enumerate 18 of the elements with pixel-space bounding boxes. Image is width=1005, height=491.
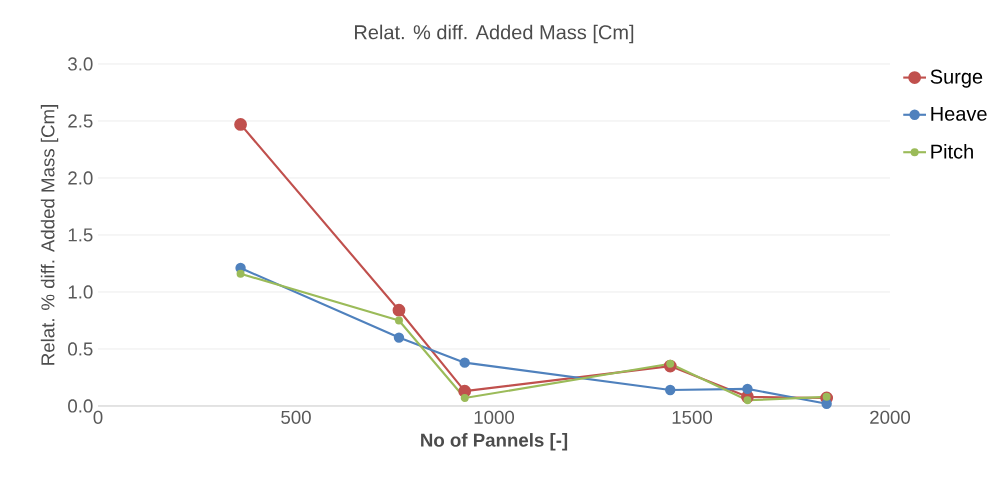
y-tick-label: 2.5 (68, 114, 93, 128)
x-tick-label: 1000 (474, 410, 515, 424)
legend-label: Heave (931, 106, 987, 121)
legend-label: Surge (930, 69, 983, 88)
y-tick-label: 0.0 (68, 399, 93, 413)
y-tick-label: 1.0 (68, 285, 93, 299)
x-tick-label: 2000 (870, 410, 911, 424)
y-tick-label: 1.5 (68, 228, 93, 242)
y-tick-label: 2.0 (68, 171, 93, 185)
legend-label: Pitch (931, 143, 973, 159)
x-axis-title: No of Pannels [-] (421, 433, 568, 451)
y-tick-label: 0.5 (68, 342, 93, 356)
y-axis-title: Relat. % diff. Added Mass [Cm] (40, 105, 59, 365)
x-tick-label: 1500 (672, 410, 713, 424)
chart-title: Relat. % diff. Added Mass [Cm] (355, 24, 634, 44)
x-tick-label: 500 (281, 410, 311, 424)
y-tick-label: 3.0 (68, 57, 93, 71)
x-tick-label: 0 (93, 410, 103, 424)
